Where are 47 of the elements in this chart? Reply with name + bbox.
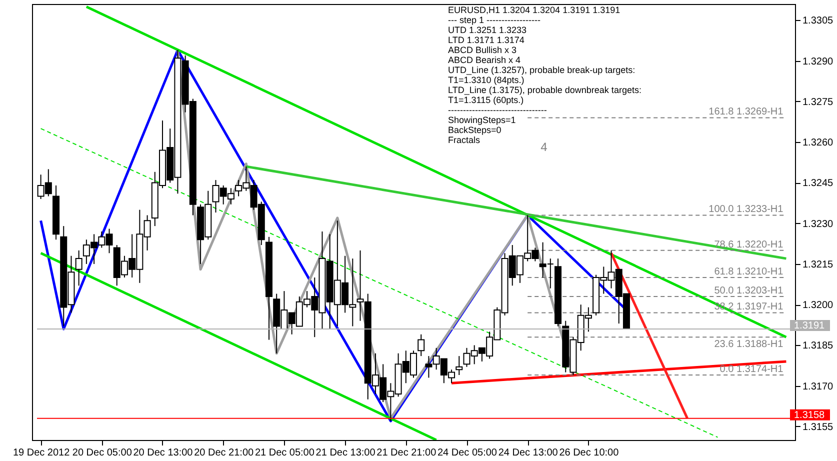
x-tick-label: 24 Dec 05:00 <box>437 448 498 458</box>
y-tick-label: 1.3170 <box>802 381 834 392</box>
annotation: UTD_Line (1.3257), probable break-up targets: <box>448 65 636 75</box>
annotation: ABCD Bearish x 4 <box>448 55 521 65</box>
annotation: UTD 1.3251 1.3233 <box>448 25 527 35</box>
candlestick <box>418 334 425 357</box>
y-tick-label: 1.3305 <box>802 16 834 27</box>
series-label: 0.0 1.3174-H1 <box>720 364 784 376</box>
annotation: Fractals <box>448 135 481 145</box>
x-tick-label: 20 Dec 05:00 <box>72 448 132 458</box>
annotation: BackSteps=0 <box>448 125 502 135</box>
series-label: 50.0 1.3203-H1 <box>714 285 784 296</box>
ref-line-label: 1.3158 <box>794 410 826 421</box>
series-label: 61.8 1.3210-H1 <box>714 266 784 278</box>
x-tick-label: 24 Dec 13:00 <box>498 448 558 458</box>
annotation: --- step 1 ------------------ <box>448 15 540 25</box>
candlestick <box>75 250 82 286</box>
annotation: ShowingSteps=1 <box>448 115 516 125</box>
x-tick-label: 26 Dec 10:00 <box>559 448 620 458</box>
annotation: EURUSD,H1 1.3204 1.3204 1.3191 1.3191 <box>448 5 620 15</box>
y-tick-label: 1.3275 <box>802 96 834 108</box>
x-tick-label: 20 Dec 21:00 <box>194 448 254 458</box>
candlestick <box>456 356 463 376</box>
x-tick-label: 21 Dec 13:00 <box>316 448 376 458</box>
annotation: LTD_Line (1.3175), probable downbreak targets: <box>448 85 642 95</box>
y-tick-label: 1.3200 <box>802 300 834 312</box>
ref-line-label: 1.3191 <box>794 320 826 332</box>
x-tick-label: 21 Dec 21:00 <box>376 448 437 458</box>
series-label: 23.6 1.3188-H1 <box>714 339 784 350</box>
series-label: 161.8 1.3269-H1 <box>708 106 784 118</box>
y-tick-label: 1.3155 <box>802 422 834 433</box>
annotation: T1=1.3310 (84pts.) <box>448 75 524 85</box>
x-tick-label: 19 Dec 2012 <box>12 448 70 458</box>
y-tick-label: 1.3260 <box>802 138 834 149</box>
annotation: LTD 1.3171 1.3174 <box>448 35 524 45</box>
annotation: T1=1.3115 (60pts.) <box>448 95 524 105</box>
annotation: ABCD Bullish x 3 <box>448 45 517 55</box>
x-tick-label: 20 Dec 13:00 <box>133 448 194 458</box>
y-tick-label: 1.3290 <box>802 56 834 68</box>
y-tick-label: 1.3245 <box>802 178 834 190</box>
x-tick-label: 21 Dec 05:00 <box>254 448 315 458</box>
y-tick-label: 1.3215 <box>802 259 834 270</box>
series-label: 100.0 1.3233-H1 <box>708 204 784 216</box>
y-tick-label: 1.3185 <box>802 340 834 352</box>
y-tick-label: 1.3230 <box>802 218 834 230</box>
annotation: --------------------------------- <box>448 105 547 115</box>
annotation: 4 <box>540 140 548 154</box>
